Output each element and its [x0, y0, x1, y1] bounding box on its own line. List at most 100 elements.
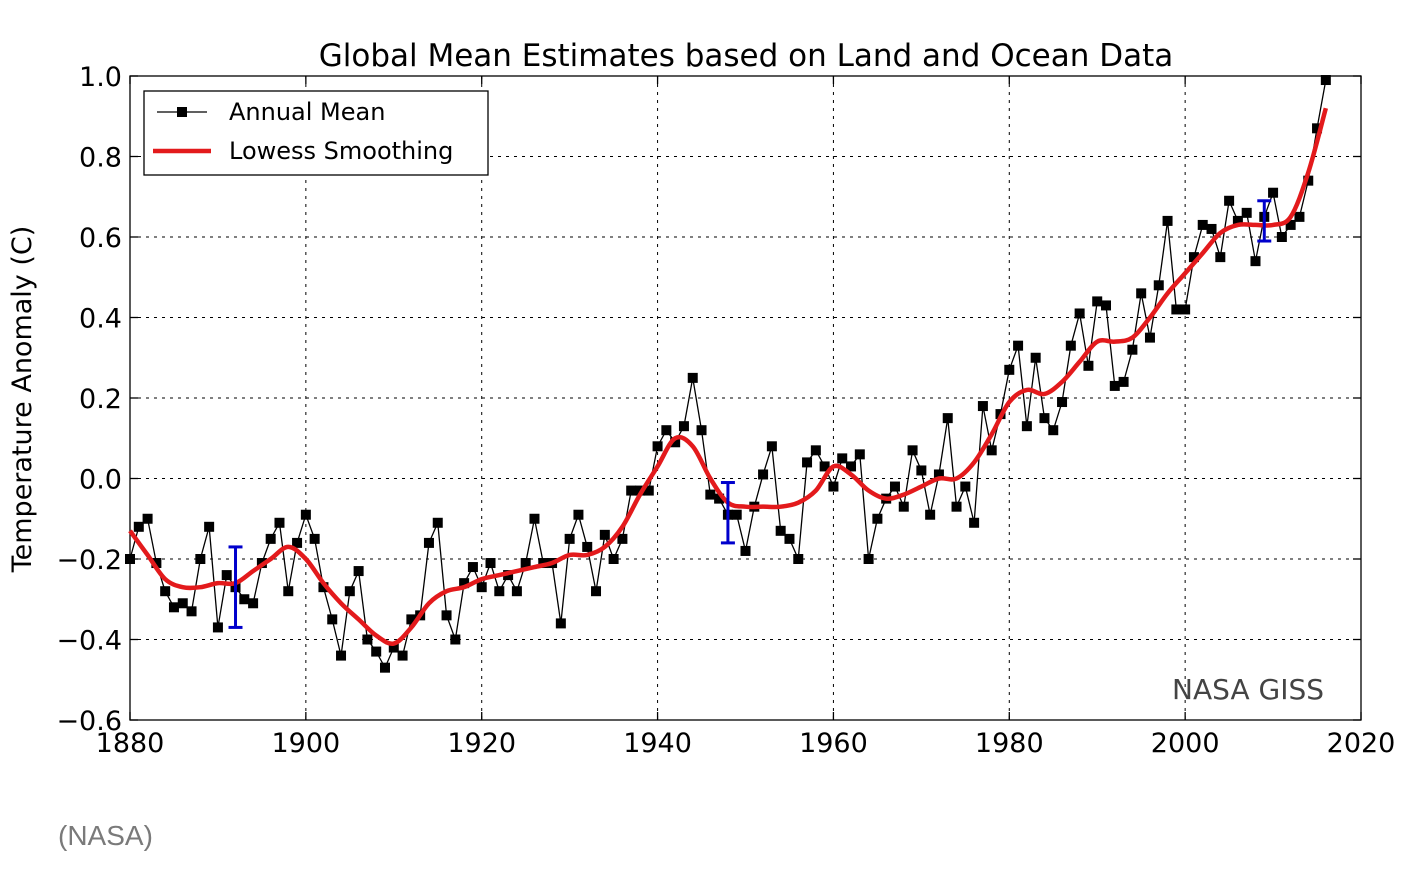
annual-mean-point	[1206, 223, 1217, 234]
annual-mean-point	[819, 461, 830, 472]
annual-mean-point	[969, 517, 980, 528]
chart-legend: Annual Mean Lowess Smoothing	[143, 90, 489, 176]
annual-mean-point	[1039, 413, 1050, 424]
annual-mean-point	[1215, 252, 1226, 263]
annual-mean-point	[397, 650, 408, 661]
annual-mean-point	[1303, 175, 1314, 186]
annual-mean-point	[379, 662, 390, 673]
annual-mean-point	[608, 554, 619, 564]
annual-mean-point	[1074, 308, 1085, 319]
annual-mean-point	[371, 646, 382, 657]
annual-mean-point	[872, 513, 883, 524]
annual-mean-point	[1153, 280, 1164, 291]
y-axis-label: Temperature Anomaly (C)	[7, 226, 38, 574]
annual-mean-point	[1109, 380, 1120, 391]
annual-mean-point	[1171, 304, 1182, 315]
annual-mean-point	[212, 622, 223, 633]
annual-mean-point	[283, 586, 294, 597]
annual-mean-point	[529, 513, 540, 524]
annual-mean-point	[265, 533, 276, 544]
annual-mean-point	[687, 372, 698, 383]
annual-mean-point	[1144, 332, 1155, 343]
annual-mean-point	[617, 533, 628, 544]
image-credit: (NASA)	[58, 820, 153, 851]
annual-mean-point	[336, 650, 347, 661]
annual-mean-point	[889, 481, 900, 492]
annual-mean-point	[300, 509, 311, 520]
annual-mean-point	[1188, 252, 1199, 263]
annual-mean-point	[1268, 187, 1279, 198]
lowess-smoothing-series	[128, 107, 1329, 646]
annual-mean-point	[1320, 75, 1331, 86]
annual-mean-point	[696, 425, 707, 436]
y-tick-label: 0.0	[79, 465, 122, 496]
annual-mean-point	[1197, 219, 1208, 230]
annual-mean-point	[1224, 195, 1235, 206]
annual-mean-point	[239, 594, 250, 605]
annual-mean-point	[327, 614, 338, 625]
annual-mean-point	[916, 465, 927, 476]
y-axis-ticks: −0.6 −0.4 −0.2 0.0 0.2 0.4 0.6 0.8 1.0	[56, 62, 1361, 737]
annual-mean-point	[1030, 352, 1041, 363]
annual-mean-point	[925, 509, 936, 520]
annual-mean-point	[793, 554, 804, 564]
annual-mean-point	[274, 517, 285, 528]
annual-mean-point	[186, 606, 197, 617]
annual-mean-point	[160, 586, 171, 597]
lowess-smoothing-line	[128, 107, 1329, 646]
annual-mean-point	[494, 586, 505, 597]
annual-mean-point	[292, 537, 303, 548]
annual-mean-point	[476, 582, 487, 593]
annual-mean-point	[423, 537, 434, 548]
dashed-gridlines	[130, 76, 1361, 720]
annual-mean-point	[248, 598, 259, 609]
annual-mean-point	[1065, 340, 1076, 351]
annual-mean-point	[1312, 123, 1323, 134]
x-tick-label: 1900	[271, 728, 340, 759]
annual-mean-point	[406, 614, 417, 625]
annual-mean-point	[353, 566, 364, 577]
annual-mean-point	[599, 529, 610, 540]
annual-mean-point	[1136, 288, 1147, 299]
annual-mean-point	[907, 445, 918, 456]
annual-mean-point	[810, 445, 821, 456]
x-tick-label: 1960	[799, 728, 868, 759]
x-tick-label: 1920	[447, 728, 516, 759]
annual-mean-point	[318, 582, 329, 593]
annual-mean-point	[1232, 215, 1243, 226]
annual-mean-point	[520, 558, 531, 569]
annual-mean-point	[863, 554, 874, 564]
x-tick-label: 1980	[975, 728, 1044, 759]
legend-annual-marker	[177, 107, 187, 117]
annual-mean-point	[195, 554, 206, 564]
y-tick-label: 1.0	[79, 62, 122, 93]
annual-mean-point	[133, 521, 144, 532]
annual-mean-point	[485, 558, 496, 569]
annual-mean-point	[846, 461, 857, 472]
annual-mean-point	[960, 481, 971, 492]
annual-mean-point	[388, 642, 399, 653]
y-tick-label: 0.6	[79, 223, 122, 254]
y-tick-label: −0.2	[56, 545, 122, 576]
x-tick-label: 2000	[1151, 728, 1220, 759]
x-tick-label: 1880	[96, 728, 165, 759]
annual-mean-point	[1083, 360, 1094, 371]
annual-mean-point	[951, 501, 962, 512]
annual-mean-point	[898, 501, 909, 512]
annual-mean-point	[758, 469, 769, 480]
annual-mean-point	[511, 586, 522, 597]
annual-mean-point	[564, 533, 575, 544]
annual-mean-point	[1021, 421, 1032, 432]
x-axis-ticks: 1880 1900 1920 1940 1960 1980 2000 2020	[96, 76, 1395, 759]
annual-mean-point	[555, 618, 566, 629]
y-tick-label: 0.8	[79, 143, 122, 174]
annual-mean-point	[986, 445, 997, 456]
legend-smooth-label: Lowess Smoothing	[229, 137, 453, 165]
legend-annual-label: Annual Mean	[229, 98, 385, 126]
annual-mean-point	[1048, 425, 1059, 436]
annual-mean-point	[1118, 376, 1129, 387]
annual-mean-point	[591, 586, 602, 597]
annual-mean-point	[828, 481, 839, 492]
annual-mean-point	[362, 634, 373, 645]
